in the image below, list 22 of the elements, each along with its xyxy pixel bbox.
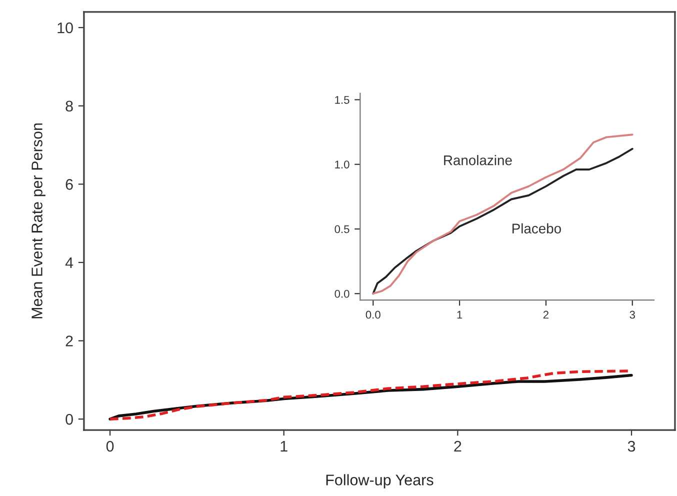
y-tick-label: 6	[66, 179, 73, 190]
x-tick-label: 0	[106, 440, 114, 452]
x-tick-label: 0.0	[366, 310, 380, 319]
x-tick-label: 2	[543, 310, 548, 319]
y-tick-label: 1.5	[335, 96, 350, 104]
y-axis-title: Mean Event Rate per Person	[32, 123, 46, 318]
x-tick-label: 1	[457, 310, 462, 319]
y-tick-label: 0.0	[334, 290, 350, 298]
y-tick-label: 1.0	[335, 160, 350, 168]
series-label: Placebo	[512, 223, 561, 234]
x-tick-label: 2	[454, 440, 462, 452]
y-tick-label: 10	[58, 22, 73, 34]
x-tick-label: 3	[630, 310, 635, 319]
y-tick-label: 0.5	[334, 225, 350, 234]
y-tick-label: 8	[66, 100, 73, 112]
y-tick-label: 0	[66, 414, 73, 425]
y-tick-label: 4	[65, 257, 74, 268]
x-axis-title: Follow-up Years	[326, 474, 434, 488]
series-label: Ranolazine	[444, 155, 512, 166]
y-tick-label: 2	[66, 336, 73, 346]
x-tick-label: 3	[628, 440, 636, 452]
x-tick-label: 1	[280, 441, 288, 452]
